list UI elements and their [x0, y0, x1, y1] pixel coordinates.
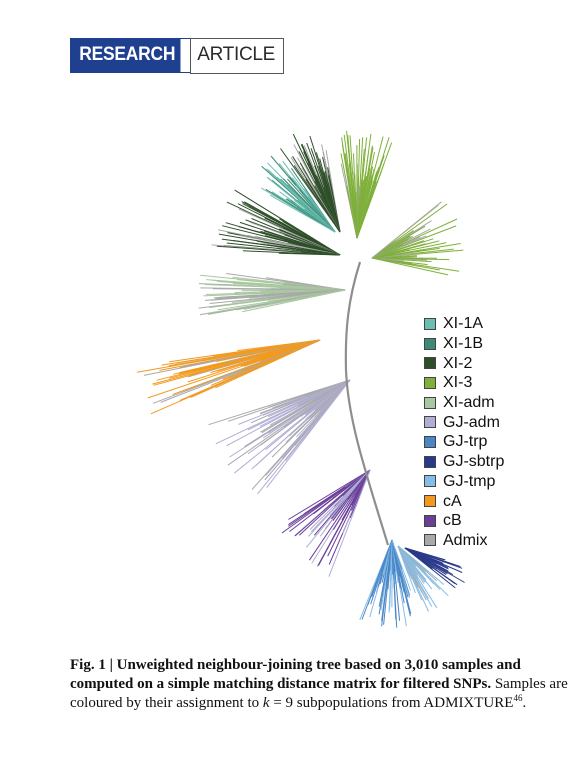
tree-branch [391, 539, 412, 591]
caption-ref: 46 [513, 693, 523, 703]
tree-branch [265, 379, 351, 451]
legend-item: XI-2 [424, 353, 504, 373]
tree-branch [213, 339, 321, 388]
tree-branch [147, 339, 321, 399]
legend-item: XI-1B [424, 334, 504, 354]
legend-label: cB [443, 512, 462, 530]
caption-k: k [262, 695, 270, 711]
tree-branch [346, 186, 358, 239]
legend-label: GJ-sbtrp [443, 453, 505, 471]
legend-item: cB [424, 511, 504, 531]
legend-swatch [424, 495, 436, 508]
legend-label: XI-adm [443, 394, 495, 412]
legend-swatch [424, 357, 436, 370]
tree-branch [397, 545, 421, 565]
tree-branch [156, 339, 321, 381]
legend-item: GJ-trp [424, 432, 504, 452]
caption-period: . [522, 695, 527, 711]
tree-branch [278, 252, 341, 256]
figure-caption: Fig. 1 | Unweighted neighbour-joining tr… [70, 656, 570, 713]
legend-item: GJ-tmp [424, 472, 504, 492]
tree-branch [371, 201, 442, 259]
caption-body-end: = 9 subpopulations from ADMIXTURE [269, 695, 514, 711]
legend-item: cA [424, 491, 504, 511]
tree-backbone [344, 261, 390, 546]
legend-swatch [424, 416, 436, 429]
tree-branch [356, 136, 384, 239]
neighbour-joining-tree [136, 130, 465, 628]
legend-swatch [424, 317, 436, 330]
legend-item: Admix [424, 531, 504, 551]
legend-swatch [424, 475, 436, 488]
legend-label: XI-1B [443, 335, 484, 353]
legend-swatch [424, 396, 436, 409]
legend-item: XI-1A [424, 314, 504, 334]
legend-item: XI-3 [424, 373, 504, 393]
tree-branch [269, 194, 336, 233]
caption-body: Samples are coloured by their assignment… [70, 676, 568, 711]
legend: XI-1A XI-1B XI-2 XI-3 XI-adm GJ-adm GJ-trp GJ-s… [424, 314, 504, 550]
legend-swatch [424, 376, 436, 389]
tree-branch [265, 188, 336, 233]
legend-label: cA [443, 492, 462, 510]
legend-swatch [424, 337, 436, 350]
tree-branch [328, 469, 371, 577]
legend-label: Admix [443, 531, 488, 549]
legend-label: GJ-tmp [443, 472, 496, 490]
legend-swatch [424, 514, 436, 527]
legend-label: XI-2 [443, 354, 473, 372]
legend-label: XI-3 [443, 374, 473, 392]
tree-branch [371, 257, 449, 276]
tree-branches [136, 130, 465, 628]
legend-item: XI-adm [424, 393, 504, 413]
legend-swatch [424, 455, 436, 468]
legend-swatch [424, 435, 436, 448]
tree-branch [404, 547, 444, 561]
legend-swatch [424, 534, 436, 547]
legend-label: GJ-adm [443, 413, 500, 431]
tree-branch [288, 469, 371, 520]
legend-item: GJ-sbtrp [424, 452, 504, 472]
tree-branch [218, 233, 341, 256]
badge-article: ARTICLE [190, 37, 285, 74]
tree-branch [371, 243, 461, 259]
tree-branch [266, 379, 351, 489]
legend-label: XI-1A [443, 315, 484, 333]
caption-title: Fig. 1 | Unweighted neighbour-joining tr… [70, 657, 521, 692]
badge-research: RESEARCH [71, 39, 181, 72]
legend-item: GJ-adm [424, 412, 504, 432]
tree-branch [280, 148, 341, 233]
tree-branch [242, 289, 346, 313]
legend-label: GJ-trp [443, 433, 488, 451]
tree-branch [306, 142, 341, 233]
article-type-badge: RESEARCH ARTICLE [70, 37, 285, 74]
